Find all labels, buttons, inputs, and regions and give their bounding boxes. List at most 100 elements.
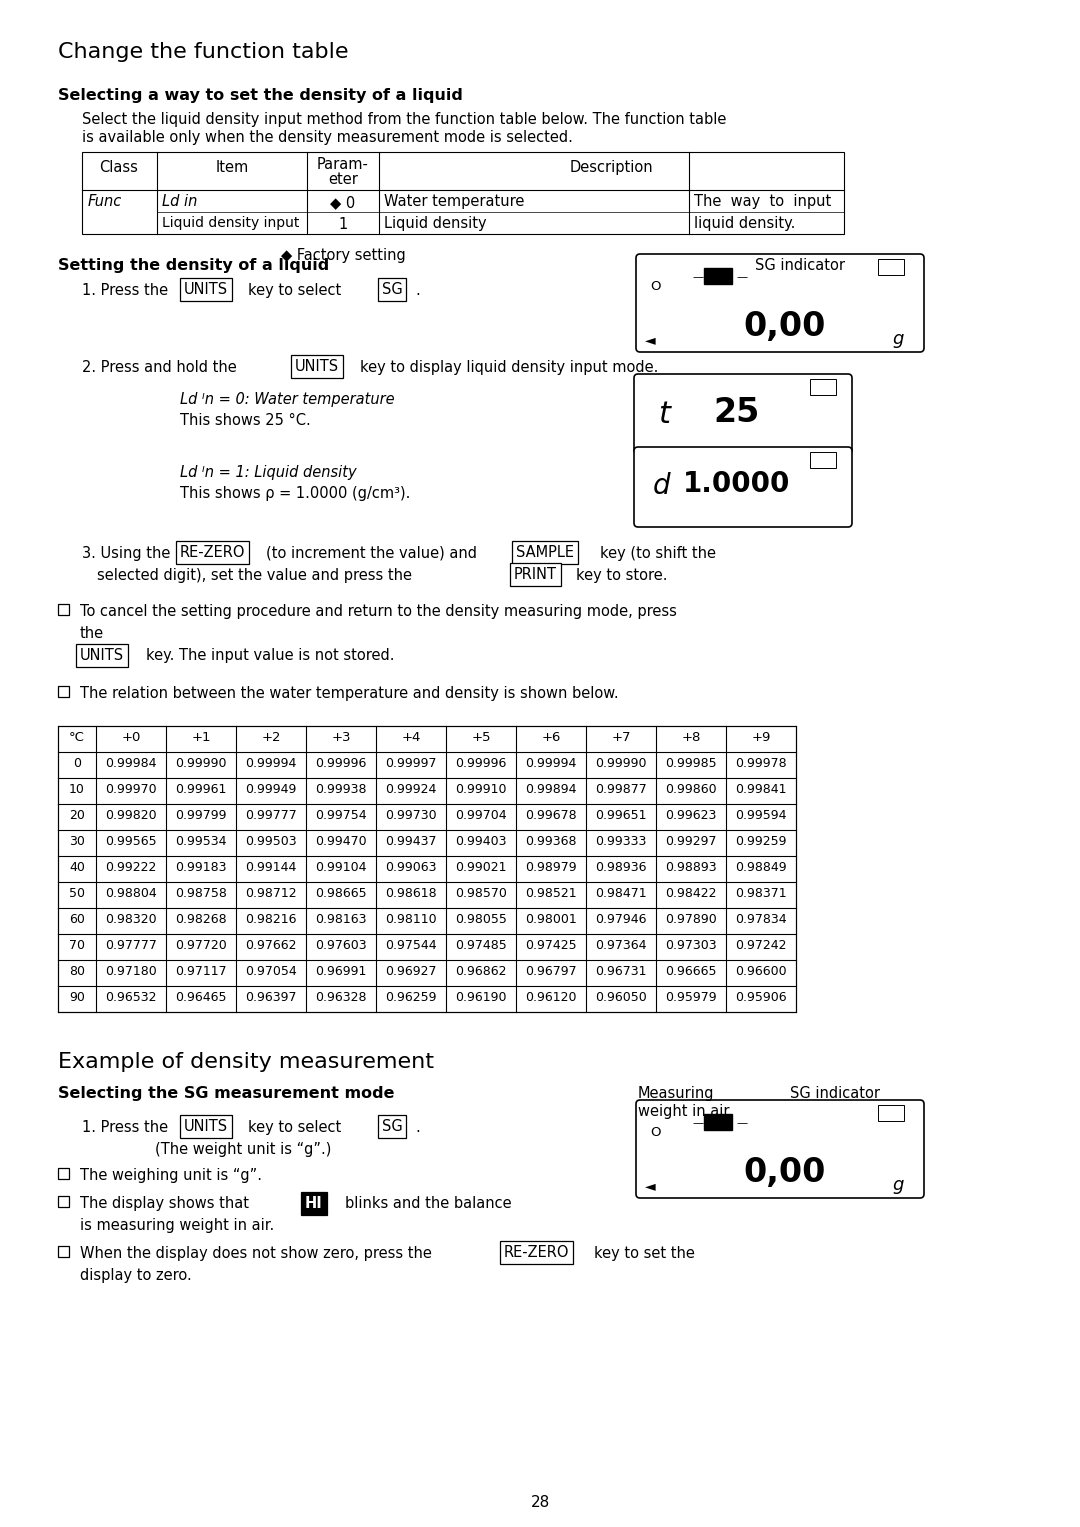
Text: +2: +2 [261,731,281,744]
Text: 0.99984: 0.99984 [105,757,157,770]
Text: 0.96397: 0.96397 [245,991,297,1003]
Text: 0.96190: 0.96190 [456,991,507,1003]
Text: UNITS: UNITS [80,647,124,663]
Text: 0.98001: 0.98001 [525,913,577,925]
Text: 0.96665: 0.96665 [665,965,717,977]
Text: Ld in: Ld in [162,194,198,209]
Text: ◄: ◄ [645,333,656,347]
Text: key to store.: key to store. [576,568,667,583]
Text: 0.99754: 0.99754 [315,809,367,822]
Text: 0.98570: 0.98570 [455,887,507,899]
Text: +7: +7 [611,731,631,744]
Text: 0.99437: 0.99437 [386,835,436,847]
Text: key to set the: key to set the [594,1246,694,1261]
FancyBboxPatch shape [634,374,852,454]
Text: 0.99996: 0.99996 [315,757,367,770]
Text: This shows ρ = 1.0000 (g/cm³).: This shows ρ = 1.0000 (g/cm³). [180,486,410,501]
Text: 0.96532: 0.96532 [105,991,157,1003]
Text: 0.97054: 0.97054 [245,965,297,977]
Text: 0.98216: 0.98216 [245,913,297,925]
Text: 40: 40 [69,861,85,873]
Text: 0.96120: 0.96120 [525,991,577,1003]
Text: 0.98758: 0.98758 [175,887,227,899]
Text: 0.99910: 0.99910 [456,783,507,796]
Text: Param-: Param- [318,157,369,173]
Text: RE-ZERO: RE-ZERO [504,1245,569,1260]
Text: 0.97777: 0.97777 [105,939,157,951]
Text: Item: Item [215,160,248,176]
Bar [704,269,732,284]
Text: eter: eter [328,173,357,186]
Text: g: g [892,330,903,348]
Text: 0.99990: 0.99990 [595,757,647,770]
Text: PRINT: PRINT [514,567,557,582]
Text: Description: Description [569,160,652,176]
Text: liquid density.: liquid density. [694,215,795,231]
Text: —: — [692,1118,703,1128]
Text: Selecting the SG measurement mode: Selecting the SG measurement mode [58,1086,394,1101]
Text: 0.99877: 0.99877 [595,783,647,796]
Text: To cancel the setting procedure and return to the density measuring mode, press: To cancel the setting procedure and retu… [80,605,677,618]
Text: 0.99651: 0.99651 [595,809,647,822]
Text: 2. Press and hold the: 2. Press and hold the [82,360,237,376]
Text: 0,00: 0,00 [744,1156,826,1190]
Text: selected digit), set the value and press the: selected digit), set the value and press… [97,568,411,583]
Text: 0.98163: 0.98163 [315,913,367,925]
Text: 0.99534: 0.99534 [175,835,227,847]
Text: +0: +0 [121,731,140,744]
Text: O: O [650,279,661,293]
Text: 0.97834: 0.97834 [735,913,787,925]
Text: ◆ Factory setting: ◆ Factory setting [281,247,405,263]
Text: 0.99978: 0.99978 [735,757,787,770]
Text: Example of density measurement: Example of density measurement [58,1052,434,1072]
Text: 0.99777: 0.99777 [245,809,297,822]
Text: The display shows that: The display shows that [80,1196,249,1211]
Text: 0.99820: 0.99820 [105,809,157,822]
Bar [58,1246,69,1257]
Text: SG: SG [815,461,831,470]
Text: 0.97180: 0.97180 [105,965,157,977]
Text: 0.99222: 0.99222 [106,861,157,873]
Text: 0.99994: 0.99994 [245,757,297,770]
Text: Change the function table: Change the function table [58,43,349,63]
Text: 0.98055: 0.98055 [455,913,507,925]
Text: 1. Press the: 1. Press the [82,282,168,298]
Text: 0.96259: 0.96259 [386,991,436,1003]
Text: 0.99938: 0.99938 [315,783,367,796]
Text: 25: 25 [713,395,759,429]
Text: 0.96862: 0.96862 [456,965,507,977]
Text: 0.99297: 0.99297 [665,835,717,847]
Text: 0.99841: 0.99841 [735,783,786,796]
Text: 0.96991: 0.96991 [315,965,367,977]
Text: 0.97425: 0.97425 [525,939,577,951]
Text: SG: SG [883,1115,899,1124]
Text: Water temperature: Water temperature [384,194,525,209]
Text: 0.99924: 0.99924 [386,783,436,796]
Text: d: d [653,472,671,499]
Text: SG: SG [382,1119,403,1135]
Text: 0.95979: 0.95979 [665,991,717,1003]
Text: 0.99970: 0.99970 [105,783,157,796]
Text: 0.95906: 0.95906 [735,991,787,1003]
Text: key (to shift the: key (to shift the [600,547,716,560]
Text: the: the [80,626,104,641]
Text: 0.97485: 0.97485 [455,939,507,951]
Text: 0.96731: 0.96731 [595,965,647,977]
Text: 0.99623: 0.99623 [665,809,717,822]
Text: 0.98110: 0.98110 [386,913,436,925]
Text: 60: 60 [69,913,85,925]
Text: 0.96328: 0.96328 [315,991,367,1003]
Text: 0.98422: 0.98422 [665,887,717,899]
Text: (The weight unit is “g”.): (The weight unit is “g”.) [156,1142,332,1157]
Text: .: . [415,1119,420,1135]
Text: 0.99949: 0.99949 [245,783,297,796]
Bar [810,379,836,395]
Text: +9: +9 [752,731,771,744]
FancyBboxPatch shape [636,1099,924,1199]
Text: SG indicator: SG indicator [755,258,845,273]
Text: +5: +5 [471,731,490,744]
Text: 0.99063: 0.99063 [386,861,436,873]
Text: 10: 10 [69,783,85,796]
Bar [82,153,843,234]
Text: key to select: key to select [248,1119,341,1135]
